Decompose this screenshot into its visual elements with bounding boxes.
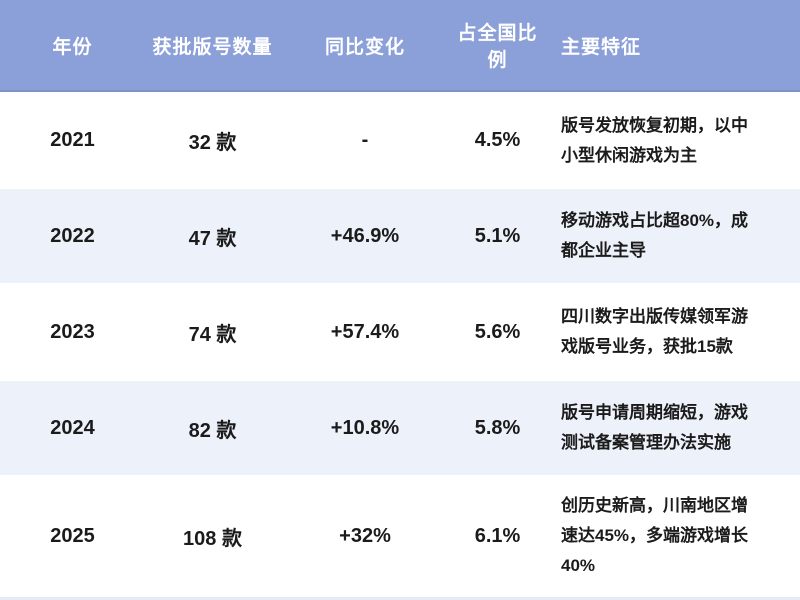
share-cell: 5.8% <box>474 416 521 439</box>
share-cell: 5.6% <box>474 320 521 343</box>
table-header-row: 年份 获批版号数量 同比变化 占全国比例 主要特征 <box>0 0 800 92</box>
column-header-count: 获批版号数量 <box>152 36 273 58</box>
features-cell: 移动游戏占比超80%，成都企业主导 <box>561 211 749 260</box>
table-row: 2025 108 款 +32% 6.1% 创历史新高，川南地区增速达45%，多端… <box>0 475 800 597</box>
count-cell: 47 款 <box>188 227 237 250</box>
column-header-share: 占全国比例 <box>457 23 538 71</box>
features-cell: 版号申请周期缩短，游戏测试备案管理办法实施 <box>561 403 748 452</box>
count-cell: 82 款 <box>188 419 237 442</box>
next-row-edge <box>0 597 800 600</box>
year-cell: 2022 <box>50 224 95 247</box>
year-cell: 2023 <box>50 320 95 343</box>
year-cell: 2021 <box>50 129 95 151</box>
table-row: 2023 74 款 +57.4% 5.6% 四川数字出版传媒领军游戏版号业务，获… <box>0 283 800 381</box>
year-cell: 2024 <box>50 416 95 439</box>
share-cell: 6.1% <box>474 524 521 547</box>
share-cell: 4.5% <box>474 129 521 151</box>
column-header-yoy: 同比变化 <box>324 36 405 58</box>
features-cell: 四川数字出版传媒领军游戏版号业务，获批15款 <box>561 307 748 356</box>
column-header-year: 年份 <box>52 36 93 58</box>
yoy-cell: +46.9% <box>330 224 400 247</box>
count-cell: 32 款 <box>188 132 237 154</box>
table-row: 2024 82 款 +10.8% 5.8% 版号申请周期缩短，游戏测试备案管理办… <box>0 381 800 475</box>
table-body: 2021 32 款 - 4.5% 版号发放恢复初期，以中小型休闲游戏为主 202… <box>0 92 800 597</box>
share-cell: 5.1% <box>474 224 521 247</box>
yoy-cell: +57.4% <box>330 320 400 343</box>
yoy-cell: +32% <box>339 524 391 547</box>
column-header-features: 主要特征 <box>561 36 642 58</box>
yoy-cell: - <box>361 129 369 151</box>
year-cell: 2025 <box>50 524 95 547</box>
table-row: 2022 47 款 +46.9% 5.1% 移动游戏占比超80%，成都企业主导 <box>0 189 800 283</box>
yoy-cell: +10.8% <box>330 416 400 439</box>
count-cell: 108 款 <box>183 527 242 550</box>
features-cell: 版号发放恢复初期，以中小型休闲游戏为主 <box>561 115 748 165</box>
features-cell: 创历史新高，川南地区增速达45%，多端游戏增长40% <box>561 496 749 575</box>
count-cell: 74 款 <box>188 323 237 346</box>
table-row: 2021 32 款 - 4.5% 版号发放恢复初期，以中小型休闲游戏为主 <box>0 92 800 189</box>
